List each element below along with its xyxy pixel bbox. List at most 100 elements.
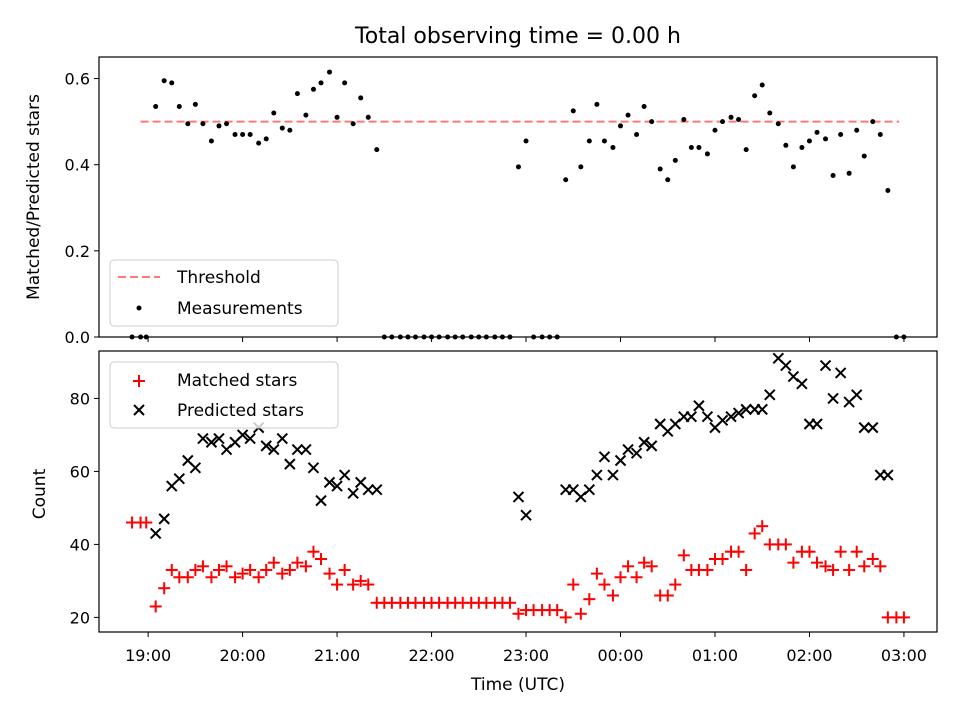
predicted-star-point — [827, 392, 839, 405]
measurement-point — [169, 80, 175, 86]
matched-star-point — [512, 607, 525, 620]
predicted-star-stroke-b — [645, 440, 658, 452]
predicted-star-point — [693, 400, 705, 412]
measurement-point — [405, 334, 411, 340]
measurement-point — [499, 334, 505, 340]
matched-star-point — [229, 571, 242, 584]
predicted-star-stroke-b — [362, 483, 374, 496]
matched-star-point — [827, 563, 840, 576]
predicted-star-stroke-b — [732, 407, 745, 419]
matched-star-point — [645, 560, 658, 573]
predicted-star-stroke-b — [300, 443, 312, 456]
measurement-point — [216, 123, 222, 129]
matched-star-point — [551, 604, 564, 617]
measurement-point — [870, 119, 876, 125]
matched-star-point — [850, 545, 863, 558]
measurement-point — [342, 80, 348, 86]
matched-star-point — [622, 560, 635, 573]
matched-star-point — [858, 560, 871, 573]
x-tick-label: 01:00 — [692, 646, 738, 665]
measurement-point — [263, 136, 269, 142]
measurement-point — [830, 172, 836, 178]
chart-title: Total observing time = 0.00 h — [354, 24, 681, 49]
predicted-star-stroke-b — [347, 487, 359, 500]
predicted-star-point — [622, 443, 634, 456]
measurement-point — [350, 121, 356, 127]
predicted-star-stroke-b — [819, 359, 832, 372]
matched-star-point — [748, 527, 761, 540]
measurement-point — [421, 334, 427, 340]
predicted-star-point — [213, 432, 225, 445]
predicted-star-point — [725, 410, 737, 423]
measurement-point — [374, 147, 380, 153]
measurement-point — [515, 164, 521, 170]
measurement-point — [885, 188, 891, 194]
matched-star-point — [189, 563, 202, 576]
predicted-legend-label: Predicted stars — [177, 401, 304, 421]
measurement-point — [736, 116, 742, 122]
predicted-star-point — [645, 440, 658, 452]
measurement-point — [365, 114, 371, 120]
predicted-star-stroke-b — [787, 370, 800, 383]
predicted-star-point — [607, 469, 619, 481]
predicted-star-stroke-b — [315, 494, 327, 507]
measurement-point — [752, 93, 758, 99]
predicted-star-stroke-b — [260, 440, 272, 452]
measurement-point — [893, 334, 899, 340]
measurement-point — [192, 101, 198, 107]
measurement-point — [334, 114, 340, 120]
predicted-star-point — [882, 469, 894, 481]
predicted-star-point — [338, 469, 351, 481]
predicted-star-stroke-b — [205, 436, 218, 448]
measurement-point — [877, 132, 883, 138]
top-y-tick-label: 0.6 — [65, 70, 90, 89]
top-y-tick-label: 0.4 — [65, 156, 90, 175]
measurement-point — [208, 138, 214, 144]
measurement-point — [618, 123, 624, 129]
measurement-point — [531, 334, 537, 340]
measurement-point — [838, 132, 844, 138]
measurement-point — [672, 157, 678, 163]
measurement-point — [665, 177, 671, 183]
predicted-star-point — [701, 410, 714, 423]
measurement-point — [720, 119, 726, 125]
predicted-star-stroke-b — [693, 400, 705, 412]
matched-star-point — [661, 589, 674, 602]
predicted-star-point — [512, 491, 525, 503]
predicted-star-point — [268, 443, 280, 456]
predicted-star-point — [583, 483, 596, 496]
measurement-point — [232, 132, 238, 138]
measurement-point — [854, 127, 860, 133]
matched-legend-label: Matched stars — [177, 371, 297, 391]
measurement-point — [436, 334, 442, 340]
predicted-star-stroke-b — [173, 473, 186, 485]
measurement-point — [303, 112, 309, 118]
measurement-point — [649, 119, 655, 125]
measurement-point — [200, 121, 206, 127]
predicted-star-point — [867, 421, 879, 434]
predicted-star-stroke-b — [701, 410, 714, 423]
predicted-star-point — [173, 473, 186, 485]
measurement-point — [138, 334, 144, 340]
measurement-point — [601, 138, 607, 144]
matched-star-point — [834, 545, 847, 558]
matched-star-point — [338, 563, 351, 576]
x-tick-label: 00:00 — [597, 646, 643, 665]
predicted-star-point — [291, 443, 304, 456]
predicted-star-point — [638, 436, 650, 448]
x-axis-label: Time (UTC) — [470, 675, 565, 695]
measurement-point — [294, 91, 300, 97]
predicted-star-stroke-b — [213, 432, 225, 445]
predicted-star-stroke-b — [268, 443, 280, 456]
matched-star-point — [598, 578, 611, 591]
predicted-star-stroke-b — [284, 458, 296, 470]
predicted-star-point — [811, 418, 823, 430]
predicted-star-stroke-b — [149, 527, 162, 540]
predicted-star-point — [362, 483, 374, 496]
predicted-star-point — [630, 447, 643, 459]
matched-star-point — [803, 545, 816, 558]
matched-star-point — [756, 520, 769, 533]
predicted-star-stroke-b — [607, 469, 619, 481]
